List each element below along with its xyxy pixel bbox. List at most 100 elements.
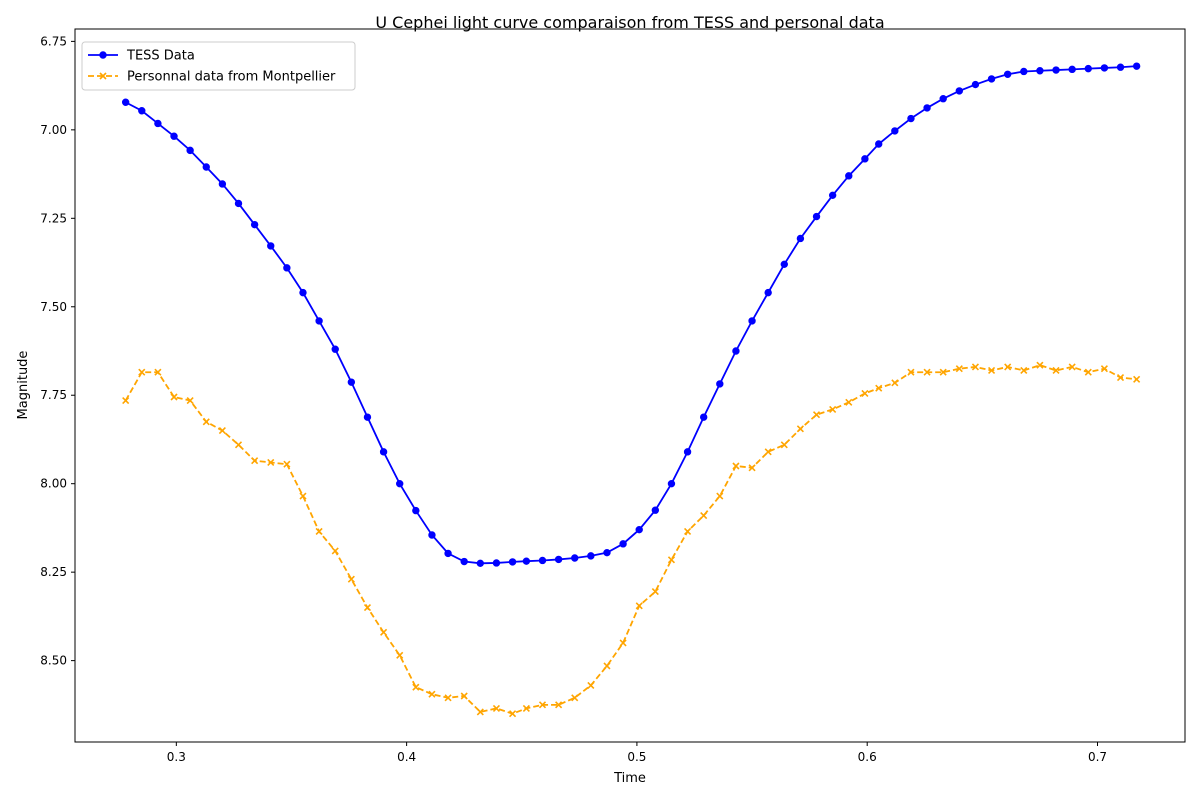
data-point-tess xyxy=(508,558,517,566)
data-point-montpellier xyxy=(955,365,963,373)
data-point-montpellier xyxy=(684,527,692,536)
data-point-tess xyxy=(1132,62,1141,70)
data-point-montpellier xyxy=(1020,366,1028,375)
data-point-montpellier xyxy=(508,710,517,718)
data-point-montpellier xyxy=(875,384,883,392)
legend-label-tess: TESS Data xyxy=(126,49,195,64)
data-point-tess xyxy=(250,220,259,229)
y-tick-label: 7.25 xyxy=(40,211,67,225)
data-point-tess xyxy=(1003,70,1012,78)
data-point-montpellier xyxy=(1052,366,1060,375)
data-point-tess xyxy=(460,557,468,566)
data-point-tess xyxy=(716,380,724,388)
data-point-tess xyxy=(299,288,307,297)
series-line-montpellier xyxy=(124,364,1137,715)
data-point-tess xyxy=(1068,65,1076,74)
data-point-montpellier xyxy=(732,462,740,470)
data-point-montpellier xyxy=(1133,375,1141,383)
data-point-montpellier xyxy=(218,427,226,435)
data-point-tess xyxy=(923,104,931,112)
data-point-tess xyxy=(1116,63,1125,71)
data-point-tess xyxy=(121,98,130,106)
data-point-montpellier xyxy=(267,458,275,467)
legend: TESS Data Personnal data from Montpellier xyxy=(81,41,356,91)
data-point-tess xyxy=(1100,64,1109,72)
data-point-tess xyxy=(732,347,740,355)
x-tick-label: 0.6 xyxy=(858,750,877,764)
data-point-tess xyxy=(955,87,964,95)
data-point-montpellier xyxy=(1036,361,1044,369)
data-point-montpellier xyxy=(716,492,724,500)
data-point-tess xyxy=(347,378,356,386)
data-point-montpellier xyxy=(186,396,194,405)
data-point-tess xyxy=(1020,67,1028,76)
data-point-tess xyxy=(780,260,788,269)
data-point-montpellier xyxy=(812,411,821,419)
data-point-tess xyxy=(635,525,643,534)
data-point-tess xyxy=(875,140,883,148)
data-point-tess xyxy=(845,172,853,180)
data-point-montpellier xyxy=(780,441,788,449)
data-point-montpellier xyxy=(202,418,210,426)
data-point-tess xyxy=(154,119,162,128)
x-tick-label: 0.5 xyxy=(627,750,646,764)
data-point-montpellier xyxy=(492,704,500,712)
y-tick-label: 7.50 xyxy=(40,300,67,314)
data-point-tess xyxy=(891,127,899,135)
data-point-montpellier xyxy=(891,379,899,387)
data-point-montpellier xyxy=(971,363,980,371)
data-point-tess xyxy=(651,506,660,514)
data-point-montpellier xyxy=(476,708,484,716)
data-point-montpellier xyxy=(380,628,388,636)
data-point-tess xyxy=(363,413,372,421)
data-point-tess xyxy=(379,448,388,456)
data-point-montpellier xyxy=(796,425,804,433)
data-point-montpellier xyxy=(829,405,837,413)
series-tess xyxy=(121,62,1141,568)
data-point-montpellier xyxy=(667,556,676,564)
data-point-montpellier xyxy=(522,704,530,712)
data-point-tess xyxy=(267,242,275,250)
data-point-montpellier xyxy=(635,602,643,610)
data-point-tess xyxy=(1036,67,1044,75)
data-point-tess xyxy=(861,155,869,163)
data-point-montpellier xyxy=(619,639,627,647)
data-point-montpellier xyxy=(764,448,772,456)
data-point-tess xyxy=(619,540,627,548)
y-tick-label: 8.00 xyxy=(40,477,67,491)
data-point-montpellier xyxy=(396,651,404,659)
data-point-montpellier xyxy=(700,511,708,520)
x-axis: 0.3 0.4 0.5 0.6 0.7 xyxy=(167,742,1107,764)
legend-box xyxy=(81,41,356,91)
data-point-tess xyxy=(218,180,227,188)
data-point-tess xyxy=(138,107,146,115)
data-point-montpellier xyxy=(460,692,468,700)
data-point-montpellier xyxy=(363,603,372,612)
data-point-montpellier xyxy=(538,701,547,709)
data-point-tess xyxy=(764,288,772,297)
data-point-tess xyxy=(1084,64,1092,73)
plot-area xyxy=(121,62,1141,718)
y-axis-label: Magnitude xyxy=(16,351,31,420)
data-point-tess xyxy=(283,264,291,272)
data-point-tess xyxy=(971,80,980,89)
x-tick-label: 0.4 xyxy=(397,750,416,764)
y-tick-label: 8.25 xyxy=(40,565,67,579)
data-point-tess xyxy=(396,479,404,488)
data-point-montpellier xyxy=(1100,365,1108,373)
data-point-tess xyxy=(476,559,485,568)
data-point-tess xyxy=(202,163,210,171)
data-point-montpellier xyxy=(845,398,853,406)
data-point-tess xyxy=(492,559,501,567)
data-point-tess xyxy=(939,95,947,103)
data-point-montpellier xyxy=(748,464,756,472)
data-point-montpellier xyxy=(1068,363,1076,371)
data-point-tess xyxy=(186,146,194,155)
data-point-tess xyxy=(683,448,692,456)
data-point-tess xyxy=(987,75,996,83)
data-point-tess xyxy=(170,132,178,140)
data-point-tess xyxy=(748,317,756,325)
data-point-montpellier xyxy=(987,366,996,375)
data-point-montpellier xyxy=(1004,363,1012,371)
data-point-tess xyxy=(603,548,611,557)
